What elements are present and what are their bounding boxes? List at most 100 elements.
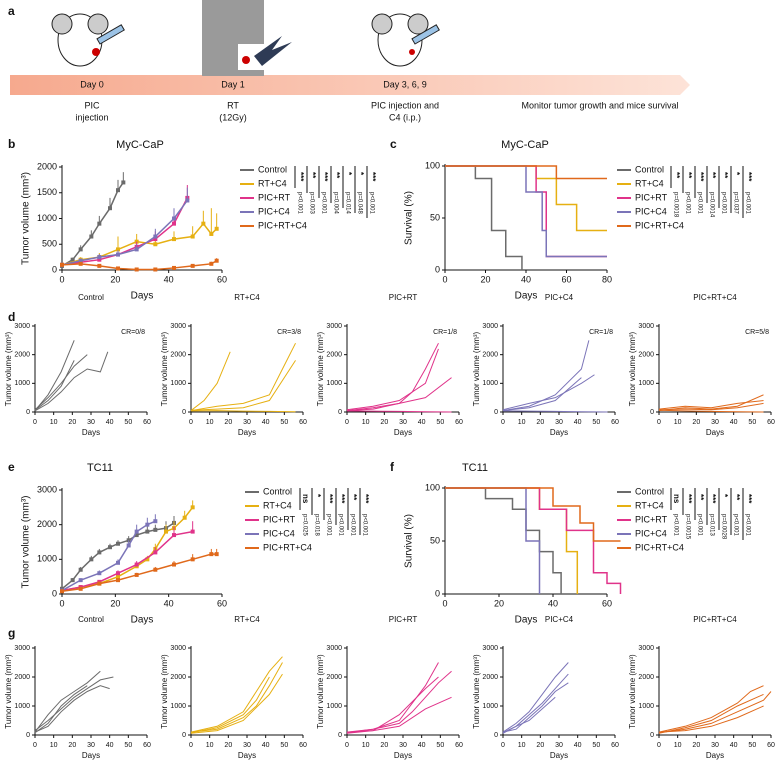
x-tick-label: 10 — [362, 419, 370, 426]
legend-label: PIC+C4 — [263, 528, 295, 538]
data-point — [97, 571, 102, 576]
x-tick-label: 10 — [518, 742, 526, 749]
legend-label: PIC+C4 — [635, 206, 667, 216]
legend-label: PIC+C4 — [258, 206, 290, 216]
data-point — [97, 581, 102, 586]
significance: p<0.001 — [368, 192, 374, 215]
mouse-icon — [371, 13, 440, 67]
x-tick-label: 40 — [106, 742, 114, 749]
data-point — [190, 505, 195, 510]
chart-title: PIC+C4 — [545, 293, 574, 302]
significance: ** — [672, 172, 681, 179]
x-tick-label: 20 — [692, 419, 700, 426]
significance: p=0.025 — [301, 514, 307, 537]
data-point — [134, 533, 139, 538]
x-tick-label: 60 — [299, 419, 307, 426]
chart-title: TC11 — [462, 462, 488, 474]
data-point — [78, 261, 83, 266]
data-point — [164, 529, 168, 534]
x-tick-label: 50 — [592, 419, 600, 426]
significance: p<0.001 — [744, 514, 750, 537]
significance: *** — [684, 494, 693, 504]
chart-title: MyC-CaP — [116, 139, 164, 151]
significance: ns — [301, 494, 310, 504]
data-point — [60, 589, 64, 594]
x-tick-label: 0 — [189, 742, 193, 749]
data-point — [116, 571, 120, 576]
x-tick-label: 20 — [224, 419, 232, 426]
x-tick-label: 50 — [436, 742, 444, 749]
x-tick-label: 0 — [59, 598, 64, 608]
legend-label: RT+C4 — [635, 500, 664, 510]
significance: ** — [708, 172, 717, 179]
y-tick-label: 0 — [52, 588, 57, 598]
data-point — [153, 242, 158, 247]
data-point — [108, 545, 112, 550]
y-tick-label: 50 — [430, 212, 440, 222]
y-tick-label: 0 — [650, 732, 654, 739]
y-tick-label: 1000 — [14, 380, 30, 387]
x-tick-label: 50 — [748, 419, 756, 426]
significance: *** — [361, 494, 370, 504]
legend-label: PIC+RT — [258, 192, 291, 202]
significance: ** — [349, 494, 358, 501]
series-line — [502, 340, 590, 412]
series-line — [34, 360, 75, 411]
y-tick-label: 2000 — [638, 674, 654, 681]
x-tick-label: 30 — [711, 742, 719, 749]
significance: *** — [320, 172, 329, 182]
x-axis-label: Days — [82, 751, 100, 760]
timeline-label: injection — [75, 112, 108, 122]
significance: ** — [732, 494, 741, 501]
radiation-bolt — [254, 36, 292, 66]
y-tick-label: 2000 — [14, 674, 30, 681]
data-point — [97, 255, 102, 260]
x-tick-label: 20 — [68, 419, 76, 426]
y-tick-label: 2000 — [37, 519, 57, 529]
series-line — [346, 342, 439, 412]
data-point — [153, 267, 158, 272]
significance: p<0.001 — [672, 514, 678, 537]
x-axis-label: Days — [131, 291, 154, 302]
chart-title: PIC+RT+C4 — [693, 615, 737, 624]
series-line — [61, 197, 188, 266]
timeline-label: C4 (i.p.) — [389, 112, 421, 122]
y-tick-label: 3000 — [14, 645, 30, 652]
significance: p<0.001 — [696, 192, 702, 215]
x-tick-label: 0 — [501, 742, 505, 749]
significance: p=0.013 — [708, 514, 714, 537]
x-tick-label: 40 — [106, 419, 114, 426]
data-point — [172, 533, 176, 538]
y-tick-label: 3000 — [638, 323, 654, 330]
chart-title: RT+C4 — [234, 615, 260, 624]
series-line — [658, 400, 764, 410]
series-line — [61, 182, 124, 267]
x-tick-label: 0 — [442, 598, 447, 608]
survival-curve — [445, 487, 541, 594]
legend-label: PIC+RT+C4 — [635, 542, 684, 552]
x-tick-label: 40 — [418, 742, 426, 749]
data-point — [70, 257, 75, 262]
x-tick-label: 60 — [455, 419, 463, 426]
y-tick-label: 1000 — [37, 213, 57, 223]
x-tick-label: 10 — [674, 419, 682, 426]
series-line — [346, 410, 452, 413]
y-tick-label: 2000 — [482, 352, 498, 359]
data-point — [78, 247, 83, 252]
x-tick-label: 40 — [262, 742, 270, 749]
series-line — [34, 685, 110, 733]
data-point — [108, 206, 112, 211]
data-point — [134, 572, 139, 577]
chart-title: PIC+C4 — [545, 615, 574, 624]
series-line — [502, 410, 608, 413]
data-point — [190, 529, 195, 534]
data-point — [153, 234, 158, 239]
data-point — [134, 267, 139, 272]
significance: ** — [720, 172, 729, 179]
y-tick-label: 2000 — [37, 161, 57, 171]
x-tick-label: 30 — [399, 742, 407, 749]
x-tick-label: 60 — [767, 742, 775, 749]
data-point — [153, 519, 158, 524]
legend-label: PIC+RT+C4 — [635, 220, 684, 230]
y-tick-label: 0 — [182, 732, 186, 739]
